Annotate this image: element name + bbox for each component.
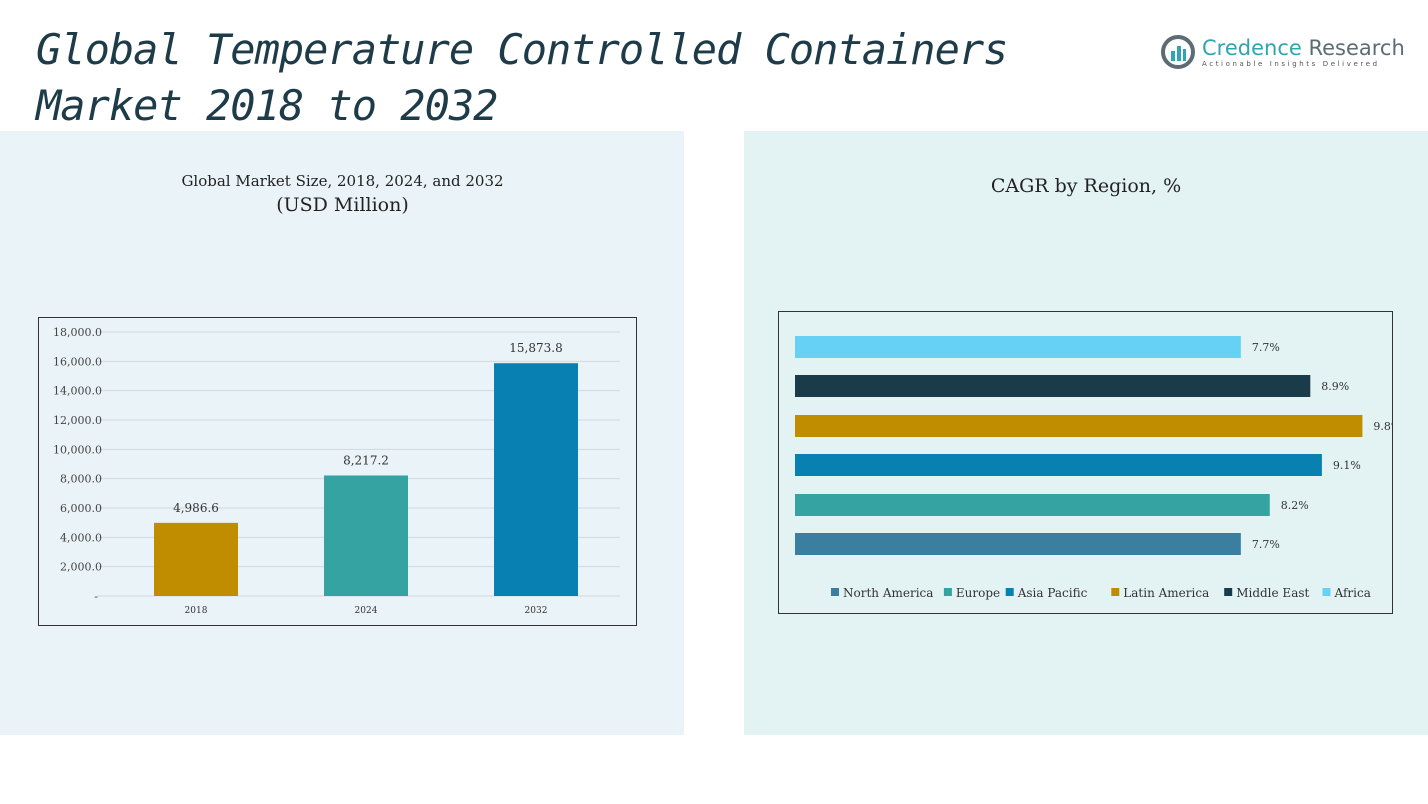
y-tick-label: 10,000.0 [53, 443, 102, 456]
legend-marker [1111, 588, 1120, 596]
bar-middle-east [795, 375, 1311, 397]
data-label: 8,217.2 [343, 453, 389, 467]
bar-north-america [795, 533, 1241, 555]
y-tick-label: - [94, 590, 98, 603]
y-tick-label: 18,000.0 [53, 326, 102, 339]
y-tick-label: 12,000.0 [53, 414, 102, 427]
logo-icon [1161, 35, 1195, 69]
y-tick-label: 2,000.0 [60, 561, 102, 574]
bar-latin-america [795, 415, 1363, 437]
legend-item: Africa [1334, 586, 1371, 600]
data-label: 9.8% [1373, 420, 1393, 433]
x-tick-label: 2018 [185, 606, 208, 616]
bar-2018 [154, 522, 238, 596]
logo-name: Credence Research [1202, 36, 1405, 60]
y-tick-label: 16,000.0 [53, 355, 102, 368]
legend-item: North America [843, 586, 933, 600]
data-label: 4,986.6 [173, 501, 219, 515]
left-chart-title-text: Global Market Size, 2018, 2024, and 2032 [181, 172, 504, 190]
bar-asia-pacific [795, 454, 1322, 476]
page-title: Global Temperature Controlled Containers… [36, 22, 1008, 134]
left-chart-subtitle: (USD Million) [276, 194, 409, 216]
y-tick-label: 6,000.0 [60, 502, 102, 515]
legend-marker [831, 588, 839, 596]
y-tick-label: 14,000.0 [53, 385, 102, 398]
bar-africa [795, 336, 1241, 358]
x-tick-label: 2032 [525, 606, 548, 616]
data-label: 7.7% [1252, 341, 1280, 354]
legend-marker [1224, 588, 1233, 596]
y-tick-label: 4,000.0 [60, 531, 102, 544]
legend-item: Asia Pacific [1017, 586, 1088, 600]
bar-2032 [494, 363, 578, 596]
bar-europe [795, 494, 1270, 516]
y-tick-label: 8,000.0 [60, 473, 102, 486]
data-label: 7.7% [1252, 538, 1280, 551]
credence-research-logo: Credence Research Actionable Insights De… [1160, 34, 1405, 70]
legend-marker [1005, 588, 1014, 596]
right-chart-title: CAGR by Region, % [990, 175, 1182, 197]
x-tick-label: 2024 [355, 606, 378, 616]
data-label: 15,873.8 [509, 341, 562, 355]
legend-item: Europe [956, 586, 1000, 600]
data-label: 9.1% [1333, 459, 1361, 472]
market-size-chart: - 2,000.0 4,000.0 6,000.0 8,000.0 10,000.0 12,… [38, 317, 637, 626]
data-label: 8.2% [1281, 499, 1309, 512]
cagr-chart: 7.7% 8.2% 9.1% 9.8% 8.9% 7.7% North America Eur… [778, 311, 1393, 614]
legend-marker [943, 588, 952, 596]
data-label: 8.9% [1321, 380, 1349, 393]
left-chart-title: Global Market Size, 2018, 2024, and 2032… [100, 172, 585, 216]
bar-2024 [324, 475, 408, 596]
logo-tagline: Actionable Insights Delivered [1202, 60, 1380, 68]
title-line-2: Market 2018 to 2032 [36, 81, 498, 130]
legend-item: Middle East [1236, 586, 1309, 600]
legend-item: Latin America [1123, 586, 1209, 600]
title-line-1: Global Temperature Controlled Containers [36, 25, 1008, 74]
legend-marker [1322, 588, 1331, 596]
